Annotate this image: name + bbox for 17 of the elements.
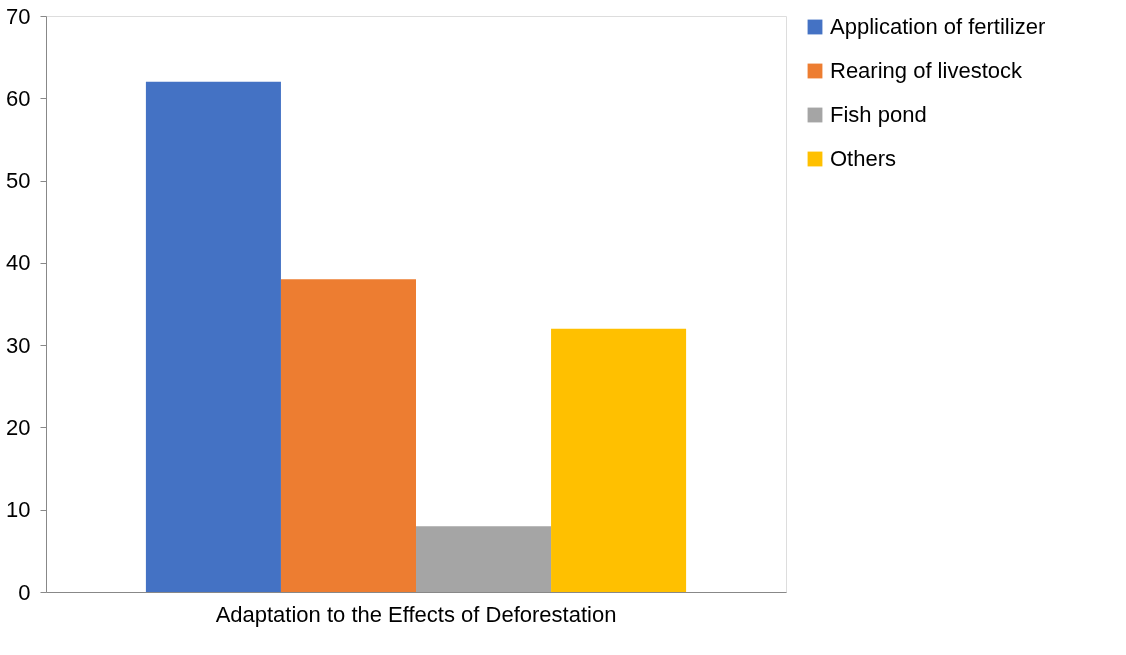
y-tick-label: 50 [6, 168, 31, 194]
y-tick-label: 20 [6, 414, 31, 440]
bar [145, 81, 281, 592]
legend-label: Fish pond [830, 102, 927, 127]
y-tick-label: 60 [6, 85, 31, 111]
y-tick-label: 10 [6, 497, 31, 523]
y-tick-label: 30 [6, 332, 31, 358]
legend-label: Application of fertilizer [830, 14, 1046, 39]
y-tick-label: 40 [6, 250, 31, 276]
bar [551, 328, 687, 592]
x-tick-label: Adaptation to the Effects of Deforestation [215, 601, 617, 627]
legend-label: Rearing of livestock [830, 58, 1023, 83]
y-tick-label: 0 [18, 579, 31, 605]
bar [280, 279, 416, 592]
y-tick-label: 70 [6, 3, 31, 29]
legend-label: Others [830, 146, 897, 171]
bar [416, 526, 552, 592]
